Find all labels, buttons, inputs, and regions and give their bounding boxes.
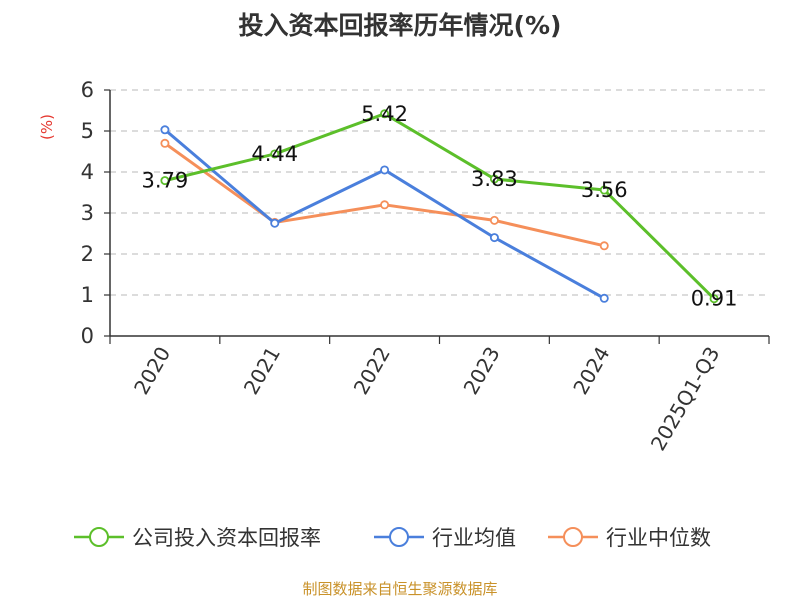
legend-item[interactable]: 行业均值 xyxy=(374,526,516,550)
x-tick-label: 2023 xyxy=(459,343,505,399)
y-tick-label: 3 xyxy=(81,201,94,225)
legend-label: 行业均值 xyxy=(432,526,516,550)
data-point xyxy=(709,294,719,304)
series-line xyxy=(164,112,716,300)
x-tick-label: 2024 xyxy=(568,343,614,399)
x-tick-label: 2022 xyxy=(349,343,395,399)
x-tick-labels: 2020 2021 2022 2023 2024 2025Q1-Q3 xyxy=(129,343,724,455)
data-point xyxy=(160,138,170,148)
data-point xyxy=(380,200,390,210)
chart-title: 投入资本回报率历年情况(%) xyxy=(239,11,562,40)
data-point xyxy=(599,185,609,195)
data-point xyxy=(489,233,499,243)
y-tick-label: 5 xyxy=(81,119,94,143)
data-point xyxy=(380,165,390,175)
legend-swatch-marker xyxy=(563,527,583,547)
data-point xyxy=(599,293,609,303)
data-point xyxy=(489,174,499,184)
legend-swatch-marker xyxy=(389,527,409,547)
series-lines xyxy=(160,109,719,304)
y-tick-label: 6 xyxy=(81,78,94,102)
y-axis-label: (%) xyxy=(38,114,56,140)
data-label: 3.79 xyxy=(142,169,189,193)
data-label: 0.91 xyxy=(691,287,738,311)
data-label: 3.56 xyxy=(581,178,628,202)
data-point xyxy=(160,176,170,186)
data-point xyxy=(270,218,280,228)
data-point xyxy=(380,109,390,119)
x-tick-label: 2025Q1-Q3 xyxy=(646,343,725,455)
legend[interactable]: 公司投入资本回报率 行业均值 行业中位数 xyxy=(74,526,711,550)
legend-swatch-marker xyxy=(89,527,109,547)
legend-item[interactable]: 公司投入资本回报率 xyxy=(74,526,321,550)
data-label: 5.42 xyxy=(361,102,408,126)
y-tick-label: 4 xyxy=(81,160,94,184)
y-tick-label: 0 xyxy=(81,324,94,348)
y-tick-labels: 0 1 2 3 4 5 6 xyxy=(81,78,94,348)
x-tick-label: 2020 xyxy=(129,343,175,399)
data-point xyxy=(599,241,609,251)
data-point xyxy=(270,149,280,159)
data-label: 4.44 xyxy=(251,142,298,166)
legend-label: 公司投入资本回报率 xyxy=(132,526,321,550)
series-line xyxy=(164,142,605,248)
data-point xyxy=(160,125,170,135)
y-tick-label: 1 xyxy=(81,283,94,307)
legend-label: 行业中位数 xyxy=(606,526,711,550)
grid-lines xyxy=(104,89,770,344)
source-note: 制图数据来自恒生聚源数据库 xyxy=(302,580,497,598)
axes xyxy=(109,90,769,337)
x-tick-label: 2021 xyxy=(239,343,285,399)
legend-item[interactable]: 行业中位数 xyxy=(548,526,711,550)
data-label: 3.83 xyxy=(471,167,518,191)
data-labels: 3.79 4.44 5.42 3.83 3.56 0.91 xyxy=(142,102,738,311)
y-tick-label: 2 xyxy=(81,242,94,266)
series-line xyxy=(163,128,605,300)
data-point xyxy=(489,215,499,225)
